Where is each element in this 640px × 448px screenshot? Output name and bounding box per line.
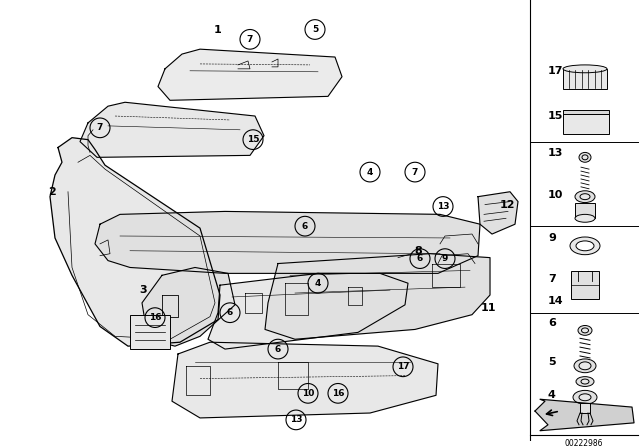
FancyBboxPatch shape [563, 110, 609, 114]
Ellipse shape [579, 152, 591, 162]
Text: 5: 5 [312, 25, 318, 34]
Text: 12: 12 [499, 199, 515, 210]
Ellipse shape [581, 379, 589, 384]
FancyBboxPatch shape [130, 314, 170, 349]
Ellipse shape [579, 362, 591, 370]
Text: 5: 5 [548, 357, 556, 367]
Polygon shape [265, 254, 490, 339]
Text: 7: 7 [412, 168, 418, 177]
Ellipse shape [578, 326, 592, 335]
Text: 6: 6 [227, 308, 233, 317]
Text: 6: 6 [548, 318, 556, 327]
Text: 4: 4 [548, 390, 556, 401]
Ellipse shape [580, 194, 590, 200]
Polygon shape [50, 138, 220, 346]
Text: 2: 2 [48, 187, 56, 197]
Text: 6: 6 [275, 345, 281, 353]
Polygon shape [80, 102, 264, 157]
Polygon shape [535, 399, 634, 431]
Ellipse shape [579, 394, 591, 401]
Polygon shape [478, 192, 518, 234]
Text: 8: 8 [414, 246, 422, 256]
Text: 6: 6 [302, 222, 308, 231]
Text: 17: 17 [397, 362, 410, 371]
Ellipse shape [576, 377, 594, 387]
Ellipse shape [573, 390, 597, 404]
Text: 15: 15 [548, 111, 563, 121]
FancyBboxPatch shape [571, 271, 599, 299]
Text: 1: 1 [214, 25, 222, 34]
Ellipse shape [563, 65, 607, 73]
Text: 6: 6 [417, 254, 423, 263]
Text: 3: 3 [139, 285, 147, 295]
Text: 4: 4 [367, 168, 373, 177]
Text: 17: 17 [548, 66, 563, 76]
FancyBboxPatch shape [575, 202, 595, 218]
Text: 10: 10 [302, 389, 314, 398]
Text: 14: 14 [548, 296, 564, 306]
Text: 9: 9 [442, 254, 448, 263]
Text: 4: 4 [315, 279, 321, 288]
Text: 9: 9 [548, 233, 556, 243]
Polygon shape [208, 273, 408, 349]
Text: 16: 16 [148, 313, 161, 322]
Ellipse shape [575, 215, 595, 222]
FancyBboxPatch shape [563, 114, 609, 134]
Text: 16: 16 [332, 389, 344, 398]
Ellipse shape [582, 155, 588, 160]
Text: 7: 7 [548, 274, 556, 284]
Text: 13: 13 [436, 202, 449, 211]
Ellipse shape [575, 191, 595, 202]
Ellipse shape [570, 237, 600, 254]
Polygon shape [95, 211, 480, 273]
FancyBboxPatch shape [580, 403, 590, 413]
Text: 13: 13 [290, 415, 302, 424]
Ellipse shape [582, 328, 589, 333]
Text: 15: 15 [247, 135, 259, 144]
Ellipse shape [574, 359, 596, 373]
Polygon shape [172, 342, 438, 418]
Text: 7: 7 [247, 35, 253, 44]
Polygon shape [158, 49, 342, 100]
FancyBboxPatch shape [563, 69, 607, 89]
Ellipse shape [576, 241, 594, 251]
Text: 11: 11 [480, 303, 496, 313]
Text: 10: 10 [548, 190, 563, 200]
Text: 7: 7 [97, 123, 103, 132]
Polygon shape [142, 267, 235, 346]
Text: 13: 13 [548, 148, 563, 159]
Text: 00222986: 00222986 [564, 439, 604, 448]
